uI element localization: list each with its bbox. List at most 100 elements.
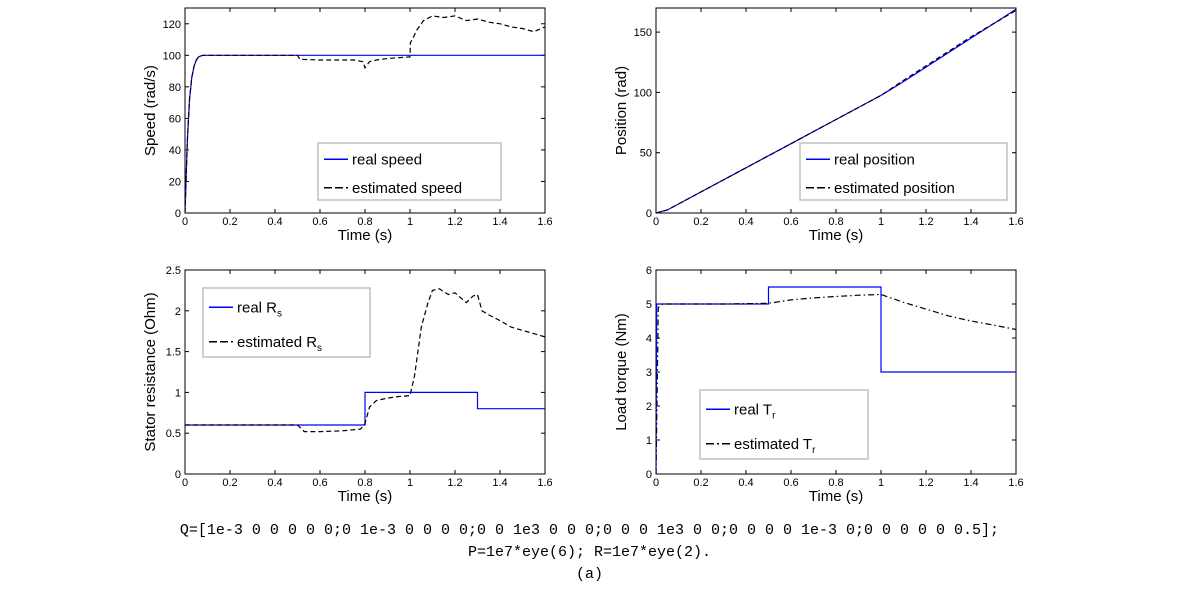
y-tick-label: 100	[163, 50, 181, 62]
series-line-estimated	[656, 9, 1016, 213]
series-line-estimated	[185, 15, 545, 213]
x-tick-label: 0.6	[312, 477, 327, 489]
y-tick-label: 100	[634, 87, 652, 99]
x-tick-label: 1	[407, 216, 413, 228]
y-tick-label: 4	[646, 333, 652, 345]
x-tick-label: 0	[653, 216, 659, 228]
x-axis-label: Time (s)	[809, 488, 863, 505]
legend-entry-label: estimated speed	[352, 180, 462, 197]
x-tick-label: 0	[653, 477, 659, 489]
y-tick-label: 0.5	[166, 428, 181, 440]
x-tick-label: 0.8	[357, 477, 372, 489]
legend-entry-label: real Tr	[734, 401, 776, 421]
x-tick-label: 0.6	[783, 477, 798, 489]
legend-entry-subscript: s	[277, 308, 282, 319]
caption-matrix-q: Q=[1e-3 0 0 0 0 0;0 1e-3 0 0 0 0;0 0 1e3…	[179, 522, 1000, 539]
legend: real Tr estimated Tr	[699, 389, 869, 460]
legend-entry-label: real speed	[352, 151, 422, 168]
legend: real Rs estimated Rs	[202, 287, 371, 358]
legend-box	[799, 142, 1008, 201]
x-tick-label: 1.4	[492, 477, 507, 489]
legend-entry-label: real Rs	[237, 299, 282, 319]
x-tick-label: 0.8	[828, 216, 843, 228]
y-tick-label: 2.5	[166, 265, 181, 277]
chart-panel-1: 0 0.2 0.4 0.6 0.8 1 1.2 1.4 1.6 0 20 40 60 80 100 120 Ti…	[142, 7, 553, 244]
y-tick-label: 0	[175, 469, 181, 481]
legend-box	[317, 142, 502, 201]
x-axis-label: Time (s)	[338, 227, 392, 244]
x-tick-label: 0	[182, 216, 188, 228]
x-tick-label: 0.6	[783, 216, 798, 228]
x-tick-label: 1.2	[447, 216, 462, 228]
x-tick-label: 0.2	[693, 477, 708, 489]
chart-panel-3: 0 0.2 0.4 0.6 0.8 1 1.2 1.4 1.6 0 0.5 1 1.5 2 2.5 Time …	[142, 265, 553, 505]
x-tick-label: 0.8	[828, 477, 843, 489]
y-axis-label: Stator resistance (Ohm)	[142, 292, 159, 451]
x-tick-label: 1.4	[963, 477, 978, 489]
y-axis-label: Position (rad)	[613, 66, 630, 155]
y-axis-label: Load torque (Nm)	[613, 313, 630, 431]
y-tick-label: 5	[646, 299, 652, 311]
y-tick-label: 1	[175, 387, 181, 399]
y-tick-label: 0	[646, 208, 652, 220]
y-tick-label: 1	[646, 435, 652, 447]
chart-panel-2: 0 0.2 0.4 0.6 0.8 1 1.2 1.4 1.6 0 50 100 150 Time (s)…	[613, 7, 1024, 244]
legend-entry-label: real position	[834, 151, 915, 168]
y-tick-label: 20	[169, 176, 181, 188]
caption-label: (a)	[575, 566, 603, 583]
x-axis-label: Time (s)	[809, 227, 863, 244]
y-tick-label: 50	[640, 148, 652, 160]
legend-entry-subscript: r	[772, 410, 776, 421]
x-tick-label: 0	[182, 477, 188, 489]
x-tick-label: 1.6	[537, 477, 552, 489]
y-tick-label: 150	[634, 27, 652, 39]
legend-box	[202, 287, 371, 358]
x-tick-label: 0.4	[738, 216, 753, 228]
x-tick-label: 0.8	[357, 216, 372, 228]
y-tick-label: 0	[175, 208, 181, 220]
legend-entry-label: estimated Tr	[734, 436, 816, 456]
x-tick-label: 1.4	[492, 216, 507, 228]
x-tick-label: 0.6	[312, 216, 327, 228]
legend-box	[699, 389, 869, 460]
series-line-estimated	[185, 288, 545, 433]
y-tick-label: 80	[169, 82, 181, 94]
x-tick-label: 0.2	[222, 216, 237, 228]
y-tick-label: 120	[163, 19, 181, 31]
legend-entry-subscript: s	[317, 343, 322, 354]
legend: real position estimated position	[799, 142, 1008, 201]
x-tick-label: 0.2	[693, 216, 708, 228]
caption-matrix-p-r: P=1e7*eye(6); R=1e7*eye(2).	[467, 544, 712, 561]
y-tick-label: 60	[169, 113, 181, 125]
x-tick-label: 0.4	[267, 216, 282, 228]
x-tick-label: 1.4	[963, 216, 978, 228]
x-tick-label: 1.6	[537, 216, 552, 228]
series-line-estimated	[656, 293, 1016, 474]
x-tick-label: 1.2	[918, 477, 933, 489]
y-tick-label: 2	[175, 306, 181, 318]
legend-entry-subscript: r	[812, 445, 816, 456]
legend: real speed estimated speed	[317, 142, 502, 201]
x-tick-label: 1.6	[1008, 477, 1023, 489]
x-tick-label: 1	[878, 477, 884, 489]
x-tick-label: 1.2	[447, 477, 462, 489]
x-tick-label: 0.2	[222, 477, 237, 489]
series-line-real	[185, 391, 545, 426]
legend-entry-label: estimated position	[834, 180, 955, 197]
x-tick-label: 0.4	[738, 477, 753, 489]
x-tick-label: 1.2	[918, 216, 933, 228]
legend-entry-label: estimated Rs	[237, 334, 322, 354]
y-tick-label: 6	[646, 265, 652, 277]
chart-panel-4: 0 0.2 0.4 0.6 0.8 1 1.2 1.4 1.6 0 1 2 3 4 5 6 Time (s) Lo…	[613, 265, 1024, 505]
series-line-real	[656, 286, 1016, 474]
x-tick-label: 0.4	[267, 477, 282, 489]
x-tick-label: 1	[407, 477, 413, 489]
y-tick-label: 40	[169, 145, 181, 157]
x-axis-label: Time (s)	[338, 488, 392, 505]
figure-canvas: 0 0.2 0.4 0.6 0.8 1 1.2 1.4 1.6020406080100120Ti…	[142, 7, 1024, 505]
y-tick-label: 0	[646, 469, 652, 481]
y-tick-label: 3	[646, 367, 652, 379]
x-tick-label: 1	[878, 216, 884, 228]
y-axis-label: Speed (rad/s)	[142, 65, 159, 156]
x-tick-label: 1.6	[1008, 216, 1023, 228]
